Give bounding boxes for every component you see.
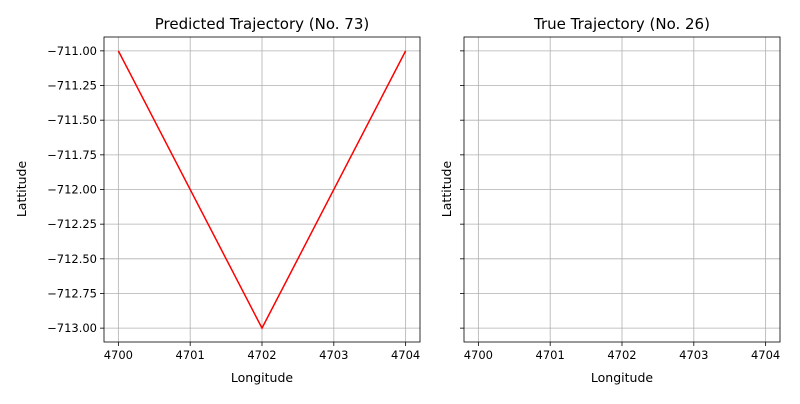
predicted-trajectory-panel: Predicted Trajectory (No. 73) Longitude … (14, 15, 421, 385)
predicted-x-tick-label-0: 4700 (104, 348, 133, 362)
predicted-y-tick-label-4: −712.00 (47, 183, 97, 197)
predicted-y-tick-label-6: −712.50 (47, 252, 97, 266)
true-x-tick-label-3: 4703 (679, 348, 708, 362)
true-x-tick-label-1: 4701 (536, 348, 565, 362)
true-trajectory-panel: True Trajectory (No. 26) Longitude Latti… (439, 15, 781, 385)
predicted-x-tick-label-3: 4703 (319, 348, 348, 362)
predicted-y-tick-label-0: −711.00 (47, 44, 97, 58)
true-chart-title: True Trajectory (No. 26) (533, 15, 710, 33)
predicted-y-tick-label-5: −712.25 (47, 217, 97, 231)
predicted-y-tick-label-8: −713.00 (47, 321, 97, 335)
predicted-y-tick-label-3: −711.75 (47, 148, 97, 162)
predicted-series-line-0 (117, 50, 407, 330)
predicted-chart-title: Predicted Trajectory (No. 73) (155, 15, 369, 33)
true-x-axis-label: Longitude (591, 370, 653, 385)
predicted-x-axis-label: Longitude (231, 370, 293, 385)
predicted-x-tick-label-4: 4704 (391, 348, 420, 362)
predicted-y-tick-label-1: −711.25 (47, 79, 97, 93)
true-x-tick-label-2: 4702 (607, 348, 636, 362)
predicted-y-tick-label-2: −711.50 (47, 113, 97, 127)
predicted-x-tick-label-1: 4701 (176, 348, 205, 362)
true-x-tick-label-0: 4700 (464, 348, 493, 362)
predicted-y-tick-label-7: −712.75 (47, 286, 97, 300)
true-x-tick-label-4: 4704 (751, 348, 780, 362)
predicted-y-axis-label: Lattitude (14, 161, 29, 218)
true-y-axis-label: Lattitude (439, 161, 454, 218)
predicted-x-tick-label-2: 4702 (247, 348, 276, 362)
